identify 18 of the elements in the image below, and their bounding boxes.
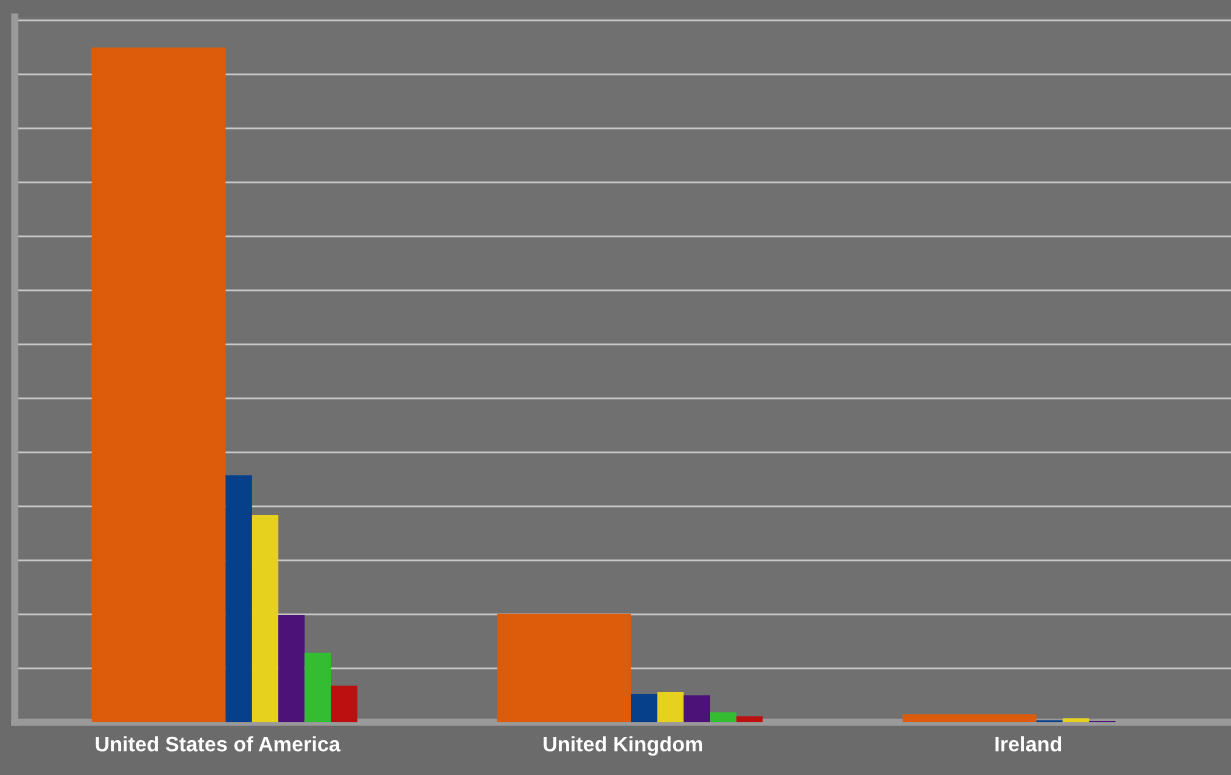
x-tick-label: Ireland xyxy=(995,736,1062,752)
bar xyxy=(657,691,684,723)
bar xyxy=(1036,720,1063,723)
bar xyxy=(497,613,631,723)
bar xyxy=(330,685,358,723)
x-tick-label: United Kingdom xyxy=(543,736,703,756)
bar xyxy=(304,652,331,723)
bar xyxy=(1062,718,1090,723)
bar xyxy=(710,712,737,723)
bar xyxy=(630,693,658,723)
x-tick-label: United States of America xyxy=(95,736,341,752)
bar xyxy=(736,716,763,723)
bar xyxy=(225,475,252,723)
bar xyxy=(683,695,711,723)
bar xyxy=(91,47,226,723)
bar xyxy=(278,614,305,723)
bar xyxy=(251,515,279,723)
bar xyxy=(902,714,1037,723)
